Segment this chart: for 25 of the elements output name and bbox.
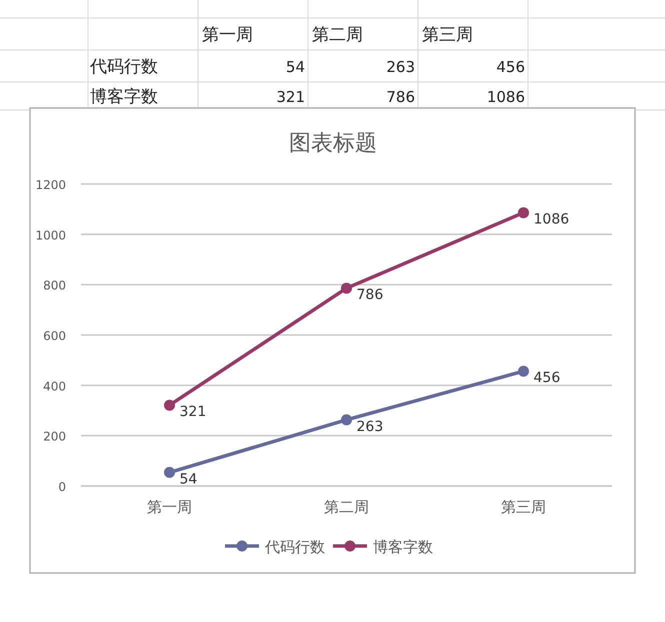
point xyxy=(164,400,175,411)
y-tick-label: 800 xyxy=(43,278,66,293)
y-tick-label: 600 xyxy=(43,329,66,343)
legend-label: 代码行数 xyxy=(264,538,325,556)
x-tick-label: 第二周 xyxy=(324,498,369,516)
data-label: 786 xyxy=(356,287,384,304)
y-tick-label: 1200 xyxy=(35,178,66,192)
point xyxy=(164,466,175,478)
x-tick-label: 第一周 xyxy=(147,498,192,516)
data-label: 263 xyxy=(356,418,384,435)
y-tick-label: 0 xyxy=(58,480,66,494)
x-tick-label: 第三周 xyxy=(501,498,546,516)
y-tick-label: 400 xyxy=(43,379,66,394)
point xyxy=(518,366,529,377)
point xyxy=(518,207,529,218)
legend-label: 博客字数 xyxy=(373,538,433,556)
point xyxy=(341,282,352,294)
point xyxy=(341,414,352,426)
y-tick-label: 1000 xyxy=(35,228,66,242)
y-tick-label: 200 xyxy=(43,430,66,444)
data-label: 1086 xyxy=(534,212,570,228)
data-label: 321 xyxy=(180,404,206,420)
data-label: 456 xyxy=(534,370,560,386)
data-label: 54 xyxy=(180,471,198,488)
chart-title: 图表标题 xyxy=(289,131,377,156)
